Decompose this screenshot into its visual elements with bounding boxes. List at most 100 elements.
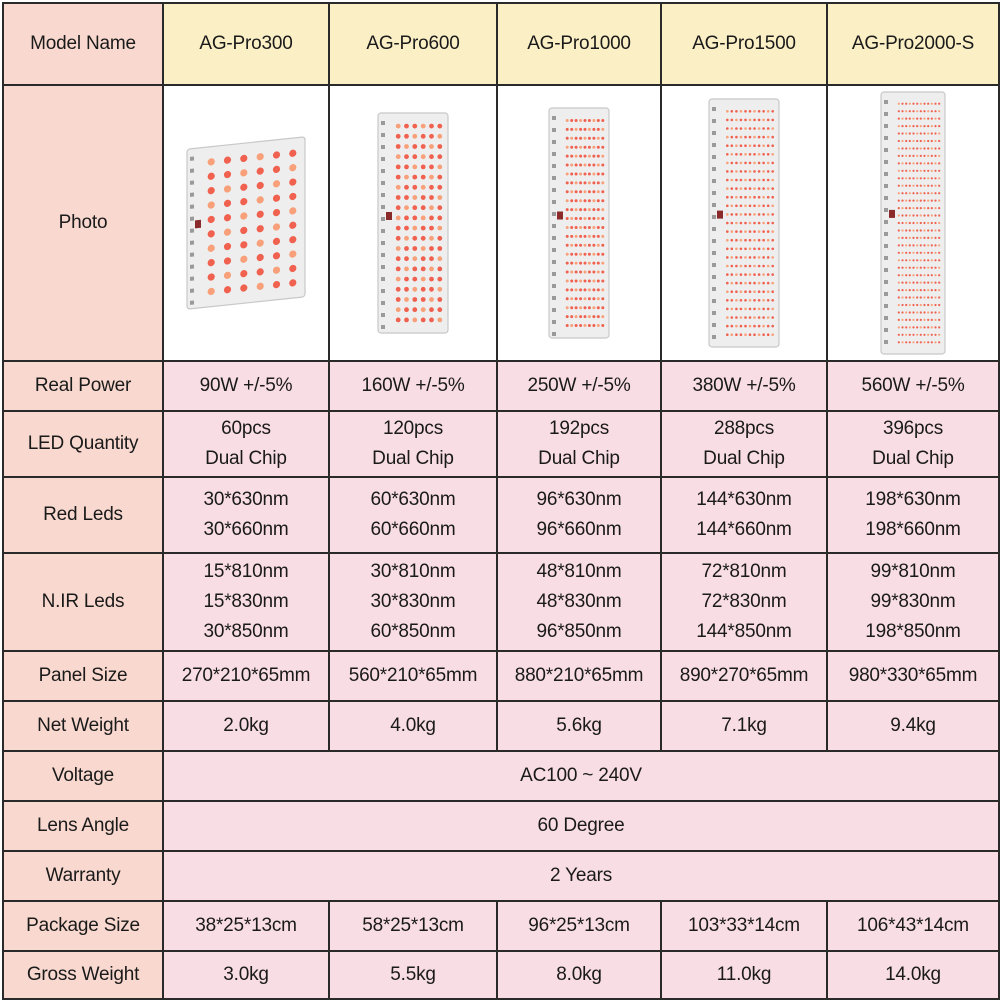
led-dot	[757, 170, 761, 173]
led-dot	[583, 279, 587, 283]
led-dot	[938, 184, 941, 187]
led-dot	[901, 139, 904, 143]
led-dot	[726, 221, 729, 225]
led-dot	[574, 306, 578, 310]
led-dot	[583, 127, 587, 131]
led-dot	[429, 205, 434, 211]
led-dot	[437, 225, 443, 231]
led-dot	[748, 273, 752, 276]
led-dot	[420, 133, 426, 139]
chip-type: Dual Chip	[372, 448, 454, 469]
led-dot	[735, 144, 738, 147]
led-dot	[923, 341, 926, 344]
led-dot	[912, 139, 915, 143]
led-dot	[762, 213, 765, 216]
led-dot	[587, 119, 591, 122]
led-dot	[429, 144, 434, 149]
led-dot	[901, 169, 904, 172]
led-dot	[420, 164, 426, 170]
led-dot	[395, 297, 401, 302]
led-dot	[938, 229, 941, 232]
led-dot	[596, 127, 600, 131]
led-dot	[897, 333, 900, 336]
led-dot	[905, 289, 908, 292]
led-dot	[930, 110, 933, 113]
led-dot	[726, 307, 729, 311]
led-dot	[437, 205, 443, 211]
led-dot	[766, 230, 770, 233]
nir-850-value: 96*850nm	[536, 621, 622, 642]
led-dot	[395, 174, 401, 180]
led-dot	[757, 299, 761, 302]
led-dot	[934, 132, 937, 135]
led-dot	[923, 318, 926, 321]
led-dot	[592, 181, 596, 185]
led-dot	[429, 133, 434, 139]
led-dot	[938, 333, 941, 336]
led-dot	[748, 264, 752, 268]
led-dot	[927, 192, 930, 195]
led-dot	[429, 317, 434, 323]
led-dot	[592, 127, 596, 131]
led-dot	[570, 288, 574, 292]
led-dot	[744, 247, 747, 251]
red-630-value: 60*630nm	[370, 489, 456, 510]
led-dot	[730, 187, 734, 190]
led-dot	[934, 229, 937, 232]
led-dot	[744, 290, 747, 293]
led-dot	[579, 172, 583, 176]
led-dot	[240, 183, 248, 191]
led-dot	[565, 181, 569, 185]
led-dot	[905, 184, 908, 187]
led-dot	[592, 270, 596, 274]
led-dot	[905, 117, 908, 120]
led-dot	[916, 326, 919, 329]
led-dot	[934, 244, 937, 247]
led-dot	[748, 256, 752, 259]
led-dot	[574, 127, 578, 131]
led-dot	[730, 316, 734, 319]
led-dot	[726, 264, 729, 268]
led-dot	[726, 290, 729, 293]
warranty-value: 2 Years	[162, 850, 1000, 902]
led-dot	[934, 289, 937, 292]
led-dot	[908, 125, 911, 128]
led-dot	[437, 133, 443, 139]
led-dot	[565, 306, 569, 310]
package-size-cell: 38*25*13cm	[162, 900, 330, 952]
panel-size-cell: 980*330*65mm	[826, 650, 1000, 702]
led-dot	[766, 273, 770, 276]
led-dot	[919, 251, 922, 254]
led-dot	[919, 311, 922, 314]
led-dot	[930, 139, 933, 143]
led-dot	[587, 190, 591, 194]
led-dot	[912, 207, 915, 210]
led-dot	[395, 144, 401, 149]
led-dot	[934, 199, 937, 202]
led-dot	[730, 118, 734, 122]
led-dot	[938, 289, 941, 292]
led-dot	[565, 145, 569, 149]
led-dot	[735, 213, 738, 216]
led-dot	[908, 162, 911, 165]
led-dot	[565, 199, 569, 203]
led-dot	[587, 163, 591, 167]
panel-size-cell: 880*210*65mm	[496, 650, 662, 702]
led-dot	[923, 311, 926, 314]
led-dot	[930, 333, 933, 336]
led-dot	[762, 161, 765, 165]
led-dot	[579, 297, 583, 301]
red-leds-cell: 198*630nm 198*660nm	[826, 476, 1000, 554]
led-dot	[207, 158, 215, 166]
led-dot	[934, 221, 937, 225]
led-dot	[730, 273, 734, 276]
led-dot	[739, 299, 743, 302]
led-dot	[771, 127, 774, 130]
nir-850-value: 30*850nm	[203, 621, 289, 642]
led-dot	[748, 144, 752, 147]
led-dot	[395, 215, 401, 221]
led-dot	[919, 139, 922, 143]
led-dot	[592, 243, 596, 247]
led-dot	[930, 125, 933, 128]
led-dot	[766, 144, 770, 147]
